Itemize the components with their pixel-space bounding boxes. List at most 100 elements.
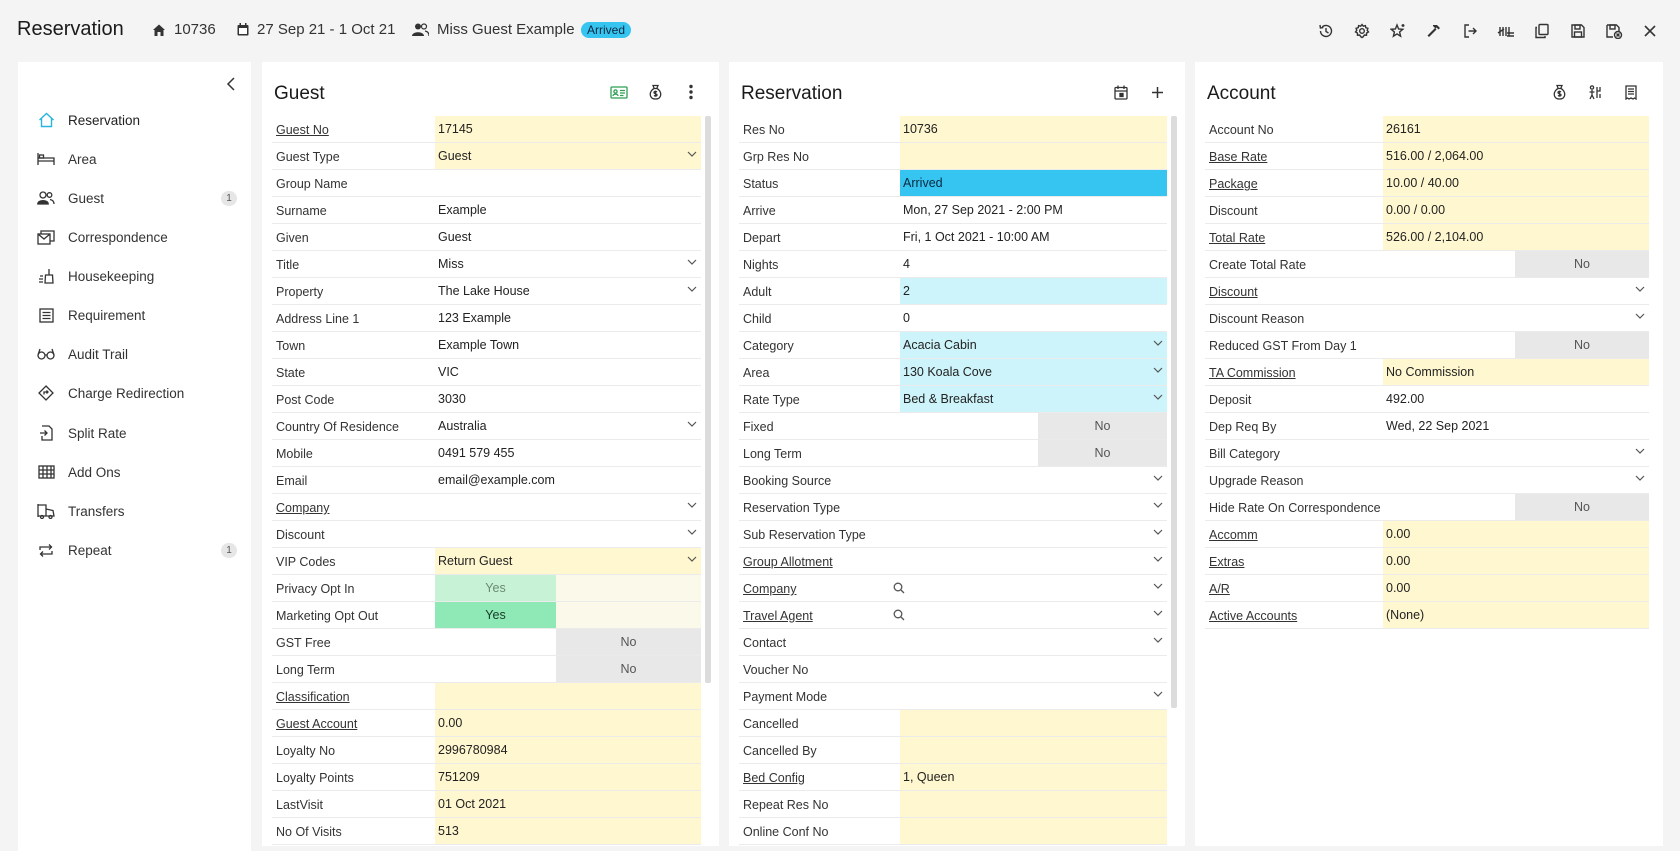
loyalty-no-field[interactable]: 2996780984 — [435, 737, 701, 763]
field-label[interactable]: Group Allotment — [743, 555, 833, 569]
adult-field[interactable]: 2 — [900, 278, 1167, 304]
state-field[interactable]: VIC — [435, 359, 701, 385]
vip-codes-select[interactable]: Return Guest — [435, 548, 701, 574]
field-label[interactable]: Company — [743, 582, 797, 596]
address-line-1-field[interactable]: 123 Example — [435, 305, 701, 331]
reservation-scrollbar[interactable] — [1171, 116, 1177, 708]
extras-field[interactable]: 0.00 — [1383, 548, 1649, 574]
sidebar-item-split-rate[interactable]: Split Rate — [36, 418, 241, 448]
field-label[interactable]: Company — [276, 501, 330, 515]
sidebar-item-housekeeping[interactable]: Housekeeping — [36, 261, 241, 291]
reduced-gst-from-day-1-toggle[interactable]: No — [1515, 332, 1649, 358]
field-label[interactable]: Guest Account — [276, 717, 358, 731]
sidebar-item-repeat[interactable]: Repeat 1 — [36, 535, 241, 565]
discount-select[interactable] — [435, 521, 701, 547]
sidebar-item-transfers[interactable]: Transfers — [36, 496, 241, 526]
sidebar-item-add-ons[interactable]: Add Ons — [36, 457, 241, 487]
accomm-field[interactable]: 0.00 — [1383, 521, 1649, 547]
surname-field[interactable]: Example — [435, 197, 701, 223]
reservation-type-select[interactable] — [900, 494, 1167, 520]
guest-account-field[interactable]: 0.00 — [435, 710, 701, 736]
copy-icon[interactable] — [1524, 19, 1560, 43]
title-select[interactable]: Miss — [435, 251, 701, 277]
company-select[interactable] — [435, 494, 701, 520]
field-label[interactable]: Bed Config — [743, 771, 805, 785]
country-of-residence-select[interactable]: Australia — [435, 413, 701, 439]
active-accounts-field[interactable]: (None) — [1383, 602, 1649, 628]
history-icon[interactable] — [1308, 19, 1344, 43]
long-term-toggle[interactable]: No — [1038, 440, 1167, 466]
account-no-field[interactable]: 26161 — [1383, 116, 1649, 142]
cancelled-by-field[interactable] — [900, 737, 1167, 763]
sidebar-item-guest[interactable]: Guest 1 — [36, 183, 241, 213]
field-label[interactable]: Total Rate — [1209, 231, 1266, 245]
guest-type-select[interactable]: Guest — [435, 143, 701, 169]
hide-rate-on-correspondence-toggle[interactable]: No — [1515, 494, 1649, 520]
package-field[interactable]: 10.00 / 40.00 — [1383, 170, 1649, 196]
field-label[interactable]: Extras — [1209, 555, 1245, 569]
save-icon[interactable] — [1560, 19, 1596, 43]
group-name-field[interactable] — [435, 170, 701, 196]
settings-icon[interactable] — [1344, 19, 1380, 43]
category-select[interactable]: Acacia Cabin — [900, 332, 1167, 358]
sidebar-item-area[interactable]: Area — [36, 144, 241, 174]
tally-icon[interactable] — [1488, 19, 1524, 43]
arrive-field[interactable]: Mon, 27 Sep 2021 - 2:00 PM — [900, 197, 1167, 223]
lastvisit-field[interactable]: 01 Oct 2021 — [435, 791, 701, 817]
rate-type-select[interactable]: Bed & Breakfast — [900, 386, 1167, 412]
discount-field[interactable]: 0.00 / 0.00 — [1383, 197, 1649, 223]
chevron-left-icon[interactable] — [221, 74, 241, 94]
discount-select[interactable] — [1383, 278, 1649, 304]
field-label[interactable]: Classification — [276, 690, 350, 704]
field-label[interactable]: Accomm — [1209, 528, 1258, 542]
ta-commission-field[interactable]: No Commission — [1383, 359, 1649, 385]
grp-res-no-field[interactable] — [900, 143, 1167, 169]
receipt-icon[interactable] — [1613, 80, 1649, 104]
nights-field[interactable]: 4 — [900, 251, 1167, 277]
status-field[interactable]: Arrived — [900, 170, 1167, 196]
base-rate-field[interactable]: 516.00 / 2,064.00 — [1383, 143, 1649, 169]
sidebar-item-requirement[interactable]: Requirement — [36, 300, 241, 330]
long-term-toggle[interactable]: No — [556, 656, 701, 682]
bed-config-field[interactable]: 1, Queen — [900, 764, 1167, 790]
voucher-no-field[interactable] — [900, 656, 1167, 682]
loyalty-points-field[interactable]: 751209 — [435, 764, 701, 790]
company-select[interactable] — [900, 575, 1167, 601]
repeat-res-no-field[interactable] — [900, 791, 1167, 817]
sidebar-item-audit-trail[interactable]: Audit Trail — [36, 339, 241, 369]
fixed-toggle[interactable]: No — [1038, 413, 1167, 439]
upgrade-reason-select[interactable] — [1383, 467, 1649, 493]
field-label[interactable]: TA Commission — [1209, 366, 1296, 380]
cancelled-field[interactable] — [900, 710, 1167, 736]
money-bag-icon[interactable] — [637, 80, 673, 104]
travel-agent-select[interactable] — [900, 602, 1167, 628]
field-label[interactable]: Base Rate — [1209, 150, 1268, 164]
field-label[interactable]: A/R — [1209, 582, 1230, 596]
child-field[interactable]: 0 — [900, 305, 1167, 331]
hammer-icon[interactable] — [1416, 19, 1452, 43]
sparkle-star-icon[interactable] — [1380, 19, 1416, 43]
marketing-opt-out-toggle-no[interactable] — [556, 602, 701, 628]
person-transfer-icon[interactable] — [1577, 80, 1613, 104]
post-code-field[interactable]: 3030 — [435, 386, 701, 412]
no-of-visits-field[interactable]: 513 — [435, 818, 701, 844]
id-card-icon[interactable] — [601, 80, 637, 104]
close-icon[interactable] — [1632, 19, 1668, 43]
mobile-field[interactable]: 0491 579 455 — [435, 440, 701, 466]
payment-mode-select[interactable] — [900, 683, 1167, 709]
dep-req-by-field[interactable]: Wed, 22 Sep 2021 — [1383, 413, 1649, 439]
sidebar-item-charge-redirection[interactable]: Charge Redirection — [36, 378, 241, 408]
field-label[interactable]: Package — [1209, 177, 1258, 191]
total-rate-field[interactable]: 526.00 / 2,104.00 — [1383, 224, 1649, 250]
area-select[interactable]: 130 Koala Cove — [900, 359, 1167, 385]
sidebar-item-reservation[interactable]: Reservation — [36, 105, 241, 135]
property-select[interactable]: The Lake House — [435, 278, 701, 304]
privacy-opt-in-toggle-yes[interactable]: Yes — [435, 575, 556, 601]
search-icon[interactable] — [893, 609, 905, 624]
money-bag-icon[interactable] — [1541, 80, 1577, 104]
sub-reservation-type-select[interactable] — [900, 521, 1167, 547]
more-vertical-icon[interactable] — [673, 80, 709, 104]
group-allotment-select[interactable] — [900, 548, 1167, 574]
field-label[interactable]: Active Accounts — [1209, 609, 1298, 623]
online-conf-no-field[interactable] — [900, 818, 1167, 844]
